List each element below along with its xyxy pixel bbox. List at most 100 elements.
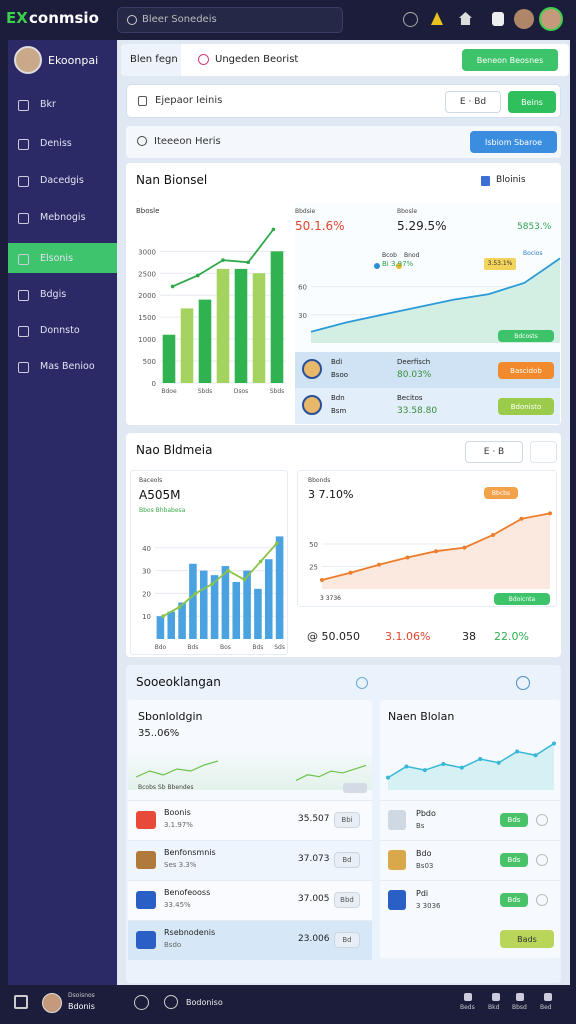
item-icon [136,811,156,829]
x-tick-label: Dsos [234,388,249,395]
logo: conmsio [29,9,99,27]
y-tick-label: 0 [152,380,156,388]
item-button[interactable]: Bds [500,853,528,867]
logo-accent: EX [6,9,28,27]
point [533,753,538,758]
menu-item[interactable]: Donnsto [40,325,80,336]
trend-point [196,273,200,278]
line [135,760,219,778]
y-tick-label: 30 [142,568,151,576]
menu-item[interactable]: Bdgis [40,289,67,300]
bottom-item[interactable]: Beds [460,1004,475,1011]
bar [216,268,230,383]
pill [343,783,367,793]
bottom-item[interactable]: Bkd [488,1004,500,1011]
filter-box[interactable]: E · B [465,441,523,463]
close-box[interactable] [530,441,557,463]
y-tick-label: 1000 [138,336,156,344]
point [496,760,501,765]
row-button[interactable]: Bdonisto [498,398,554,415]
search-box[interactable]: Bleer Sonedeis [117,7,343,33]
chart-button[interactable]: Bdoicnta [494,593,550,605]
panel-action[interactable]: Bloinis [496,175,526,185]
header: Blen fegn Ungeden Beorist Beneon Beosnes [121,44,569,76]
list-item: Pbdo Bs Bds [380,800,560,840]
item-sub: Bsdo [164,941,182,949]
icon [492,12,504,26]
item-icon [388,810,406,830]
bar [178,602,186,639]
stat-value: 5.29.5% [397,219,447,233]
legend-dot [396,263,402,269]
card-title: Sbonloldgin [138,710,203,723]
info-text: Iteeeon Heris [154,136,221,147]
y-tick-label: 50 [309,541,318,549]
item-icon [536,894,548,906]
bottom-item[interactable]: Bed [540,1004,552,1011]
trend-point [177,605,182,609]
y-tick-label: 20 [142,590,151,598]
item-icon [388,890,406,910]
button[interactable]: Isbiom Sbaroe [470,131,557,153]
link[interactable]: Bodoniso [186,998,223,1007]
icon [403,12,418,27]
tag[interactable]: Bbcbs [484,487,518,499]
list-item: Boonis 3.1.97% 35.507 Bbi [128,800,372,840]
menu-item[interactable]: Bkr [40,99,56,110]
card: Baceols A505M Bbos Bhbabesa 10 20 30 40 Bdo Bds B… [130,470,288,655]
x-tick-label: Bds [252,644,263,651]
filter-box[interactable]: E · Bd [445,91,501,113]
stat: 22.0% [494,630,529,643]
point [404,764,409,769]
avatar [514,9,534,29]
menu-item[interactable]: Dacedgis [40,175,84,186]
card-value: 3 7.10% [308,488,354,501]
item-value: 37.005 [298,894,330,904]
menu-item[interactable]: Elsonis [40,253,74,264]
row-button[interactable]: Bascidob [498,362,554,379]
point [519,516,524,521]
card-note: Bcobs Sb Bbendes [138,784,194,791]
tab[interactable]: Blen fegn [130,54,178,65]
icon [464,993,472,1001]
chart-label: Bbosle [136,207,160,215]
menu-item[interactable]: Deniss [40,138,72,149]
primary-button[interactable]: Beneon Beosnes [462,49,558,71]
close[interactable] [540,172,552,186]
card-title: Naen Blolan [388,710,455,723]
list-item: Rsebnodenis Bsdo 23.006 Bd [128,920,372,960]
footer-button[interactable]: Bads [500,930,554,948]
panel-title: Nao Bldmeia [136,443,213,457]
item-sub: Bs [416,822,425,830]
item-value: 35.507 [298,814,330,824]
point [377,562,381,567]
item-button[interactable]: Bd [334,932,360,948]
menu-active[interactable] [8,243,117,273]
trend-point [170,284,175,289]
point [348,570,353,575]
bar [162,334,176,383]
button[interactable]: Beins [508,91,556,113]
menu-item[interactable]: Mas Benioo [40,361,95,372]
stat: 38 [462,630,476,643]
chart: 30 60 [298,257,561,343]
item-button[interactable]: Bd [334,852,360,868]
bar [180,308,194,383]
legend-name: Bcob [382,252,397,259]
point [386,775,390,780]
menu-item[interactable]: Mebnogis [40,212,86,223]
item-button[interactable]: Bds [500,813,528,827]
point [552,741,556,746]
toolbar-text: Ejepaor Ieinis [155,95,223,106]
bar [198,299,212,383]
panel: Nan Bionsel Bloinis Bbosle 0 500 1000 1500 2000… [126,163,561,425]
item-button[interactable]: Bds [500,893,528,907]
tag: 3.53.1% [484,258,516,270]
stat: 3.1.06% [385,630,431,643]
item-name: Bdo [416,849,432,858]
item-button[interactable]: Bbd [334,892,360,908]
chart-button[interactable]: Bdcosts [498,330,554,342]
trend-point [226,568,230,573]
item-button[interactable]: Bbi [334,812,360,828]
bottom-item[interactable]: Bbsd [512,1004,527,1011]
